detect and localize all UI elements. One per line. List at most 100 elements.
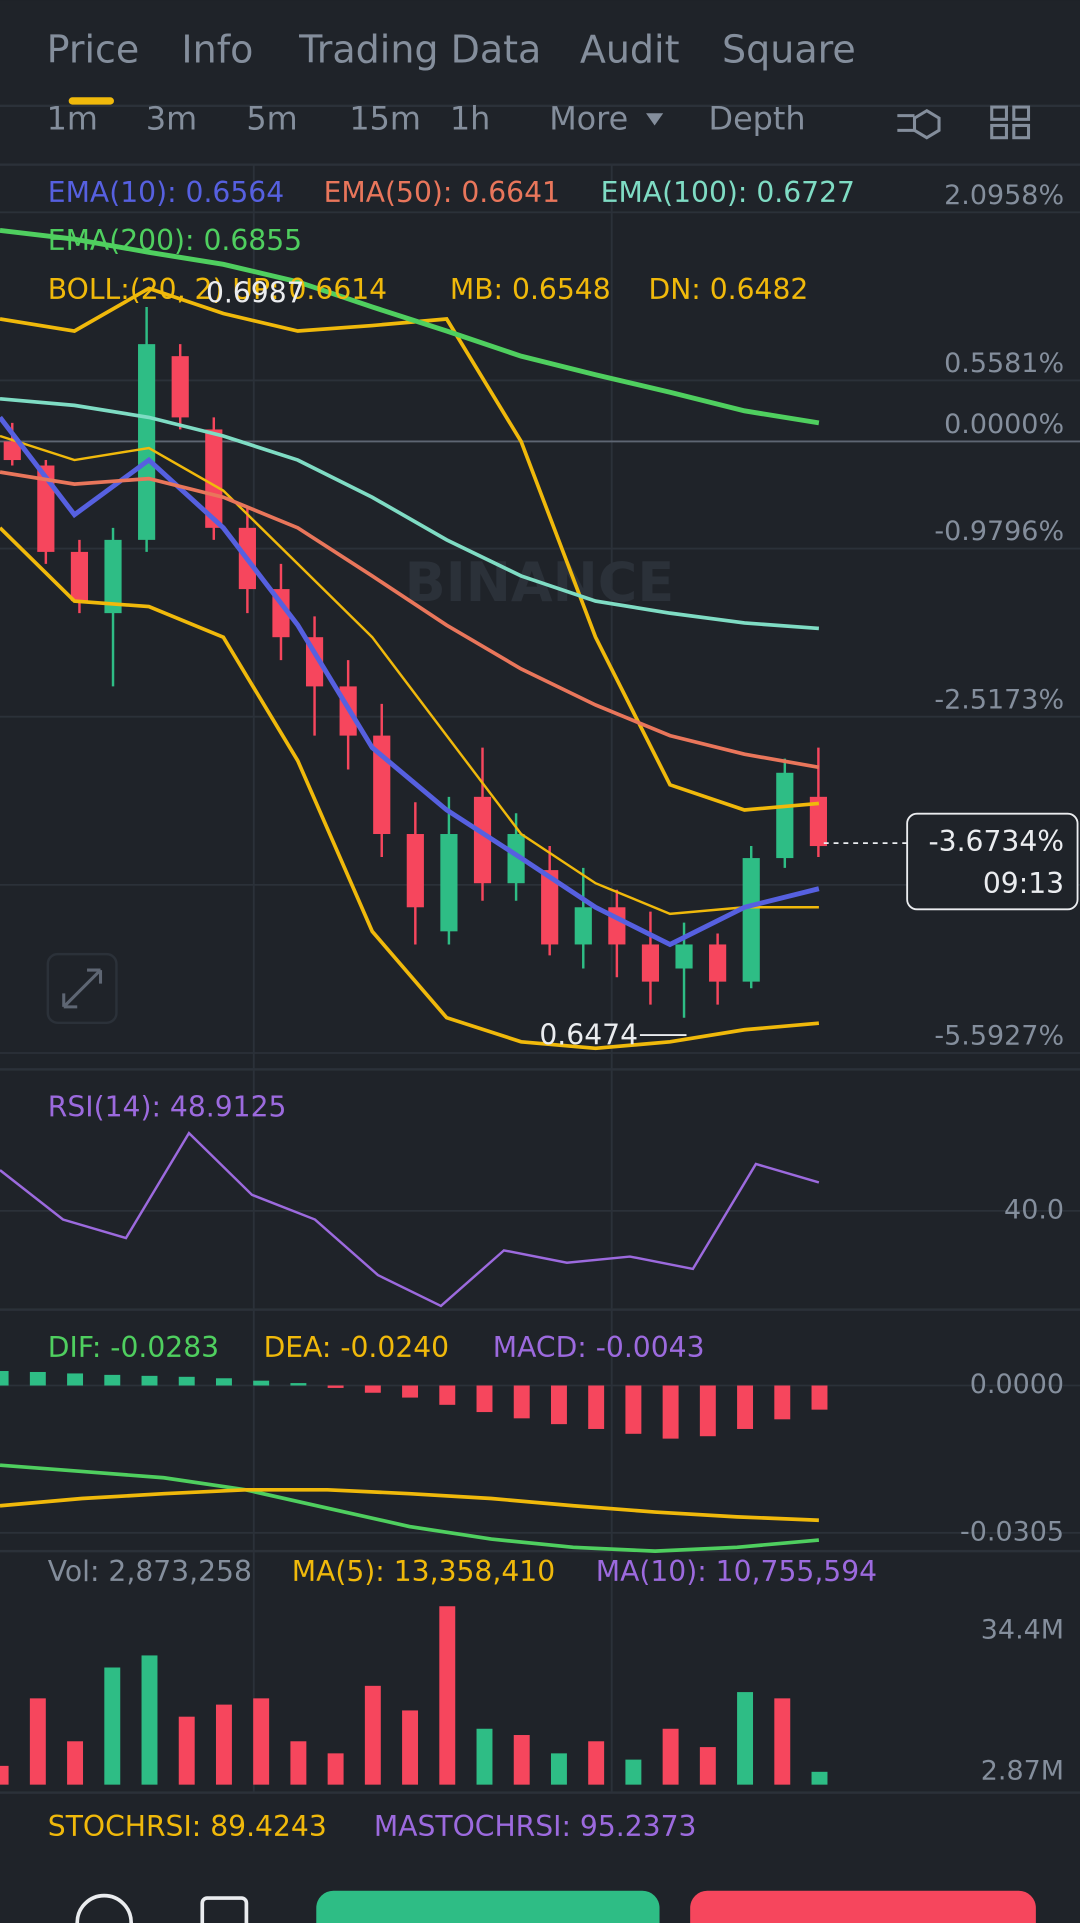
volume-bar: [774, 1698, 791, 1785]
legend-entry: MA(10): 10,755,594: [596, 1555, 877, 1588]
macd-bar: [290, 1383, 307, 1386]
candle-body: [473, 796, 492, 884]
macd-bar: [588, 1385, 605, 1429]
settings-icon[interactable]: [897, 108, 941, 140]
y-tick-label: 34.4M: [981, 1614, 1064, 1645]
interval[interactable]: 1m: [47, 100, 98, 138]
low-label: 0.6474: [539, 1018, 638, 1051]
y-tick-label: -2.5173%: [934, 684, 1064, 715]
macd-bar: [253, 1380, 270, 1386]
y-tick-label: 0.5581%: [944, 348, 1064, 379]
boll-lower: [0, 526, 820, 1051]
candle-body: [709, 944, 727, 982]
y-tick-label: 0.0000: [970, 1369, 1064, 1400]
boll-label: MB: 0.6548: [450, 273, 611, 306]
legend-entry: DEA: -0.0240: [264, 1331, 450, 1364]
tab[interactable]: Price: [47, 27, 140, 71]
boll-label: BOLL:(20, 2) UP: 0.6614: [48, 273, 387, 306]
ema-line: [0, 396, 820, 631]
legend-entry: EMA(100): 0.6727: [601, 176, 855, 209]
macd-bar: [67, 1373, 84, 1386]
legend-entry: MA(5): 13,358,410: [292, 1555, 555, 1588]
y-tick-label: -5.5927%: [934, 1021, 1064, 1052]
macd-bar: [476, 1385, 493, 1413]
layout-icon[interactable]: [990, 105, 1031, 140]
volume-bar: [811, 1771, 828, 1785]
volume-bar: [178, 1716, 195, 1785]
candle-body: [776, 772, 794, 859]
legend-entry: MASTOCHRSI: 95.2373: [374, 1810, 697, 1843]
macd-bar: [811, 1385, 828, 1410]
macd-bar: [0, 1371, 9, 1386]
volume-bar: [737, 1692, 754, 1785]
vertical-grid: [252, 164, 613, 1793]
high-label: 0.6987: [206, 277, 305, 310]
interval[interactable]: 1h: [450, 100, 490, 138]
interval[interactable]: Depth: [709, 100, 806, 138]
buy-button[interactable]: [316, 1890, 660, 1923]
macd-bar: [625, 1385, 642, 1434]
candle-body: [406, 834, 424, 908]
panel-dividers: [0, 1068, 1080, 1794]
candle-body: [440, 834, 458, 932]
boll-upper: [0, 286, 820, 812]
candle-body: [641, 944, 660, 982]
volume-bar: [67, 1741, 84, 1785]
volume-bar: [327, 1753, 344, 1785]
legend-entry: Vol: 2,873,258: [48, 1555, 252, 1588]
macd-bar: [215, 1378, 232, 1386]
volume-bar: [104, 1667, 121, 1785]
y-tick-label: 0.0000%: [944, 409, 1064, 440]
candle-body: [809, 796, 827, 847]
volume-bar: [662, 1728, 679, 1785]
volume-bar: [364, 1685, 381, 1785]
interval[interactable]: 3m: [146, 100, 197, 138]
last-price: -3.6734%: [928, 825, 1064, 858]
tab-indicator: [68, 97, 115, 105]
ema-line: [0, 470, 820, 770]
macd-bar: [699, 1385, 716, 1437]
candle-body: [104, 539, 122, 614]
expand-icon: [62, 968, 103, 1009]
macd-bar: [104, 1374, 121, 1386]
candle-body: [70, 551, 89, 602]
tab[interactable]: Square: [722, 27, 856, 71]
legend-entry: EMA(50): 0.6641: [324, 176, 560, 209]
sell-button[interactable]: [690, 1890, 1036, 1923]
candle-body: [37, 465, 55, 552]
volume-bar: [402, 1710, 419, 1785]
macd-line: [0, 1463, 820, 1553]
candle-body: [675, 944, 693, 969]
y-tick-label: 2.0958%: [944, 180, 1064, 211]
dropdown-arrow: [646, 113, 664, 126]
volume-bar: [513, 1735, 530, 1785]
y-tick-label: -0.0305: [960, 1516, 1064, 1547]
tab[interactable]: Audit: [580, 27, 680, 71]
volume-bar: [29, 1698, 46, 1785]
interval[interactable]: 5m: [246, 100, 297, 138]
macd-bar: [402, 1385, 419, 1398]
macd-bar: [550, 1385, 567, 1425]
ema-line: [0, 415, 820, 948]
volume-bar: [290, 1741, 307, 1785]
candle-body: [541, 870, 559, 945]
legend-entry: DIF: -0.0283: [48, 1331, 219, 1364]
interval[interactable]: More: [549, 100, 628, 138]
candle-body: [574, 907, 592, 945]
macd-bar: [327, 1385, 344, 1388]
rsi-line: [0, 1131, 820, 1308]
legend-entry: MACD: -0.0043: [493, 1331, 705, 1364]
macd-bar: [513, 1385, 530, 1419]
candle-body: [742, 858, 760, 982]
boll-label: DN: 0.6482: [648, 273, 808, 306]
candle-body: [507, 834, 525, 884]
interval[interactable]: 15m: [349, 100, 421, 138]
expand-button[interactable]: [46, 952, 118, 1025]
ema-line: [0, 227, 820, 426]
macd-bar: [439, 1385, 456, 1405]
tab[interactable]: Info: [181, 27, 253, 71]
tab[interactable]: Trading Data: [298, 27, 541, 71]
volume-bar: [0, 1765, 9, 1785]
